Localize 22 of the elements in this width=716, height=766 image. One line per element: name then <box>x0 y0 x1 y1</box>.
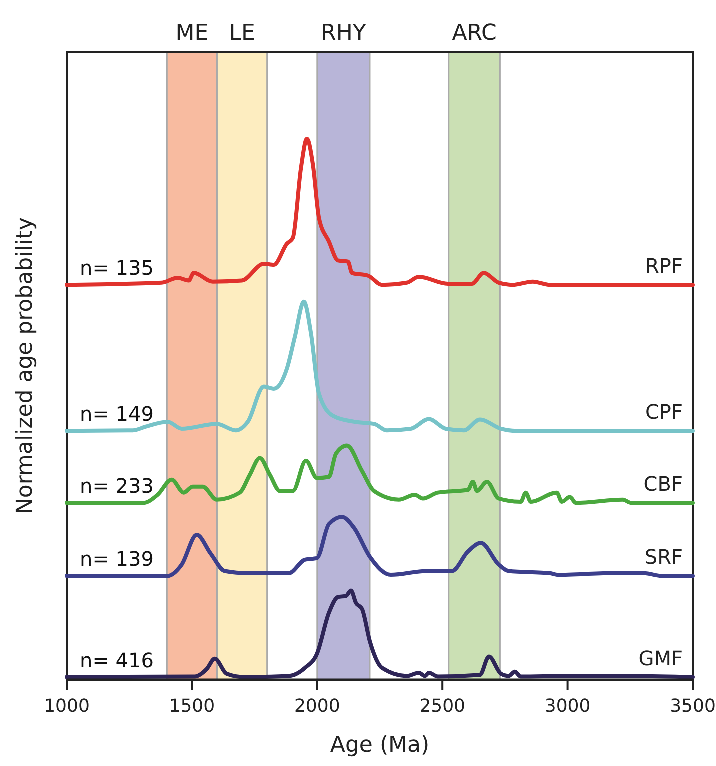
annotation: n= 233 <box>80 474 154 498</box>
annotation: n= 416 <box>80 648 154 672</box>
series-label: RPF <box>646 254 683 278</box>
x-tick-label: 2500 <box>420 696 466 717</box>
x-tick-label: 2000 <box>294 696 340 717</box>
annotation: n= 149 <box>80 402 154 426</box>
x-axis-title: Age (Ma) <box>330 733 430 758</box>
series-label: SRF <box>644 545 683 570</box>
y-axis-title: Normalized age probability <box>13 217 38 515</box>
series-label: GMF <box>638 646 683 670</box>
band-label: LE <box>229 21 256 46</box>
x-tick-label: 1500 <box>169 696 216 717</box>
band-label: ARC <box>452 21 497 46</box>
x-tick-label: 3000 <box>544 696 591 717</box>
annotation: n= 135 <box>80 256 154 280</box>
annotation: n= 139 <box>80 547 154 572</box>
x-tick-label: 1000 <box>44 696 90 717</box>
band-label: ME <box>176 21 209 46</box>
band-label: RHY <box>321 21 367 46</box>
x-tick-label: 3500 <box>670 696 716 717</box>
series-label: CPF <box>645 400 683 424</box>
series-label: CBF <box>644 472 683 496</box>
